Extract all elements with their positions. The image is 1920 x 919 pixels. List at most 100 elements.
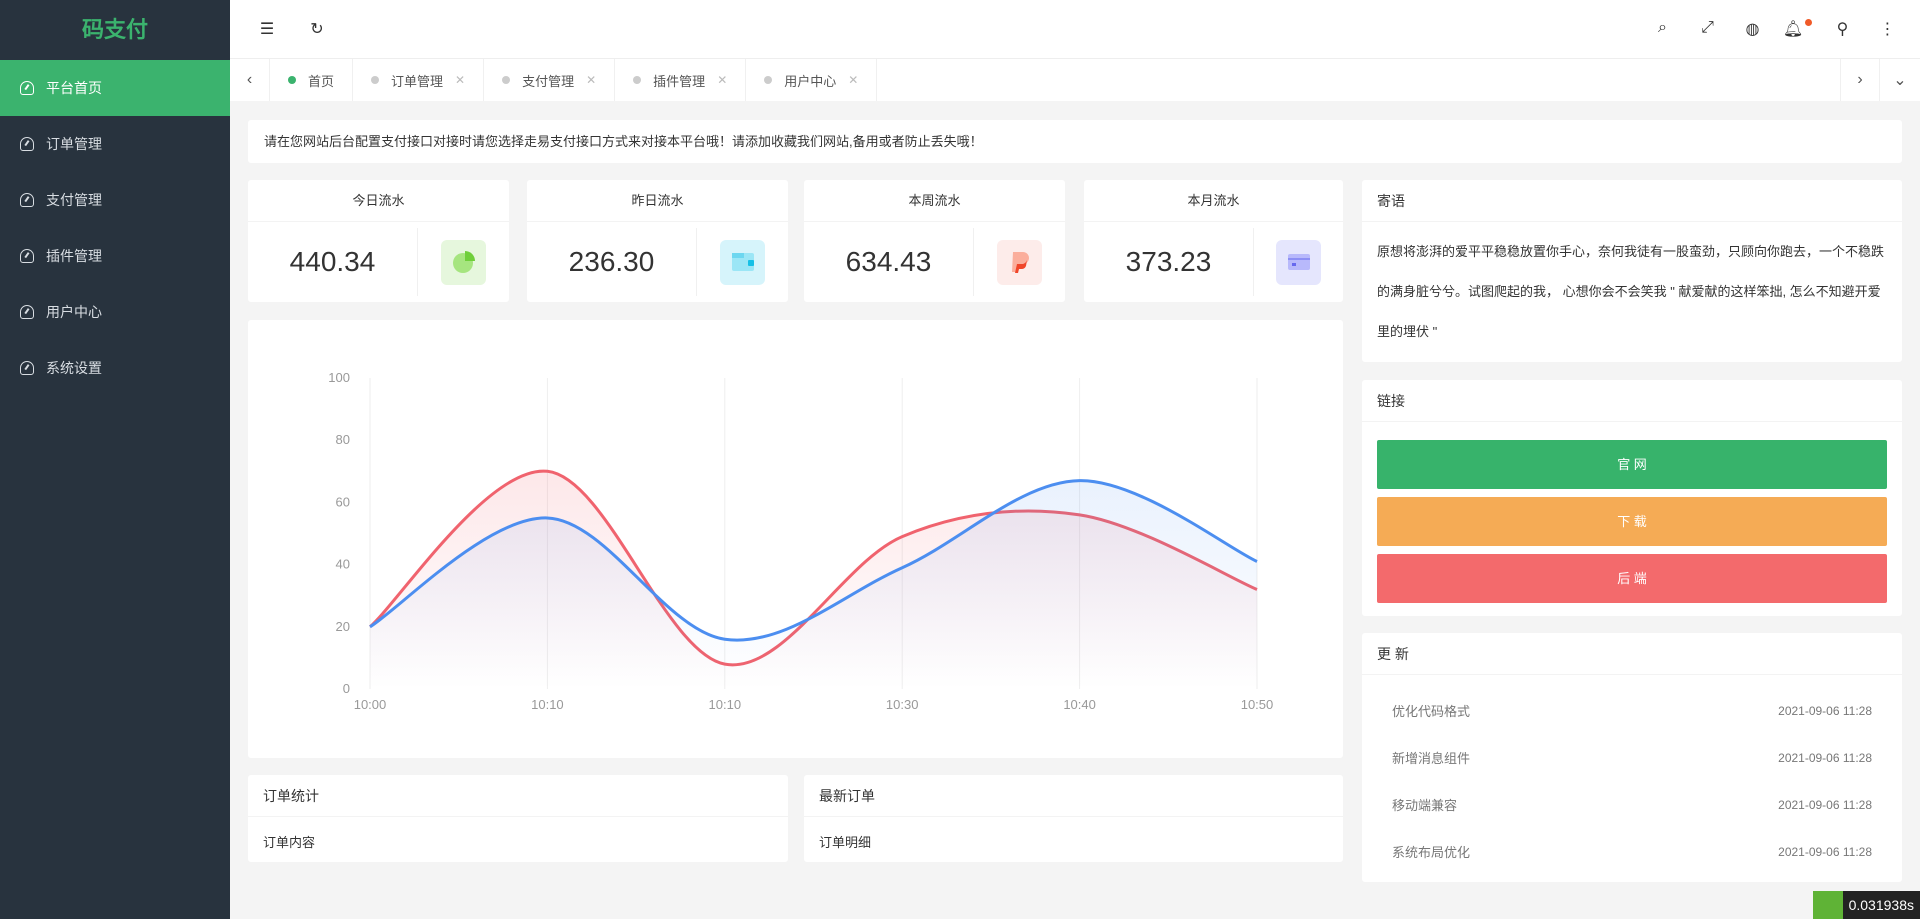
logo: 码支付 xyxy=(81,17,148,42)
sidebar-item-label: 插件管理 xyxy=(46,248,102,264)
fullscreen-icon[interactable]: ⤢ xyxy=(1701,19,1714,36)
update-time: 2021-09-06 11:28 xyxy=(1778,797,1872,812)
updates-card: 更 新 优化代码格式 2021-09-06 11:28 新增消息组件 2021-09… xyxy=(1362,633,1902,882)
sidebar-item-home[interactable]: 平台首页 xyxy=(0,60,230,116)
tab-orders[interactable]: 订单管理 ✕ xyxy=(353,59,485,101)
dashboard-icon xyxy=(20,361,34,375)
tab-dot xyxy=(371,76,380,84)
card-icon xyxy=(1276,239,1321,285)
y-tick-label: 20 xyxy=(336,619,350,634)
user-icon[interactable]: ⚲ xyxy=(1836,21,1849,38)
tab-home[interactable]: 首页 xyxy=(270,59,354,101)
bell-icon[interactable]: 🔔︎ xyxy=(1775,19,1820,39)
update-text: 系统布局优化 xyxy=(1392,845,1471,860)
stat-card-yesterday: 昨日流水 236.30 xyxy=(527,180,788,302)
y-tick-label: 100 xyxy=(328,370,350,385)
series-area xyxy=(370,480,1257,689)
official-site-button[interactable]: 官 网 xyxy=(1377,440,1887,489)
y-tick-label: 60 xyxy=(336,494,350,509)
dashboard-icon xyxy=(20,305,34,319)
tab-dot xyxy=(633,76,642,84)
stat-card-week: 本周流水 634.43 xyxy=(804,180,1065,302)
tab-dropdown[interactable]: ⌄ xyxy=(1893,72,1907,89)
sidebar-item-plugins[interactable]: 插件管理 xyxy=(0,228,230,284)
close-icon[interactable]: ✕ xyxy=(848,73,859,87)
close-icon[interactable]: ✕ xyxy=(586,73,597,87)
stat-value: 373.23 xyxy=(1084,228,1254,296)
dashboard-icon xyxy=(20,137,34,151)
tab-label: 插件管理 xyxy=(653,73,706,89)
tab-plugins[interactable]: 插件管理 ✕ xyxy=(615,59,747,101)
download-button[interactable]: 下 载 xyxy=(1377,497,1887,546)
sidebar-item-label: 用户中心 xyxy=(46,304,102,320)
sidebar-item-label: 订单管理 xyxy=(46,136,102,152)
dashboard-icon xyxy=(20,249,34,263)
paypal-icon xyxy=(997,239,1042,285)
sidebar-item-settings[interactable]: 系统设置 xyxy=(0,340,230,396)
y-tick-label: 80 xyxy=(336,432,350,447)
tab-dot xyxy=(288,76,296,84)
update-time: 2021-09-06 11:28 xyxy=(1778,750,1872,765)
update-item: 优化代码格式 2021-09-06 11:28 xyxy=(1362,687,1902,734)
stat-title: 今日流水 xyxy=(248,180,509,222)
card-title: 订单统计 xyxy=(248,775,788,817)
x-tick-label: 10:50 xyxy=(1241,697,1274,712)
refresh-icon[interactable]: ↻ xyxy=(310,21,324,38)
card-title: 更 新 xyxy=(1362,633,1902,675)
stat-card-today: 今日流水 440.34 xyxy=(248,180,509,302)
update-text: 移动端兼容 xyxy=(1392,798,1458,813)
wallet-icon xyxy=(720,239,765,285)
update-item: 新增消息组件 2021-09-06 11:28 xyxy=(1362,734,1902,781)
sidebar: 码支付 平台首页 订单管理 支付管理 插件管理 用户中心 系统设置 xyxy=(0,0,230,919)
tab-dot xyxy=(502,76,511,84)
tab-scroll-left[interactable]: ‹ xyxy=(230,59,270,101)
series-line xyxy=(369,479,1258,642)
tab-scroll-right[interactable]: › xyxy=(1840,59,1880,101)
card-title: 最新订单 xyxy=(804,775,1343,817)
sidebar-item-orders[interactable]: 订单管理 xyxy=(0,116,230,172)
tab-payment[interactable]: 支付管理 ✕ xyxy=(484,59,616,101)
tab-bar: ‹ 首页 订单管理 ✕ 支付管理 ✕ 插件管理 ✕ 用户中心 ✕ › ⌄ xyxy=(230,59,1920,101)
y-tick-label: 0 xyxy=(343,681,350,696)
stat-value: 236.30 xyxy=(527,228,697,296)
stat-title: 昨日流水 xyxy=(527,180,788,222)
notification-dot xyxy=(1805,19,1813,26)
update-item: 移动端兼容 2021-09-06 11:28 xyxy=(1362,781,1902,828)
header: ☰ ↻ ⌕ ⤢ ◍ 🔔︎ ⚲ ⋮ xyxy=(230,0,1920,59)
search-icon[interactable]: ⌕ xyxy=(1658,19,1667,36)
tab-user[interactable]: 用户中心 ✕ xyxy=(746,59,878,101)
sidebar-item-payment[interactable]: 支付管理 xyxy=(0,172,230,228)
update-time: 2021-09-06 11:28 xyxy=(1778,844,1872,859)
update-time: 2021-09-06 11:28 xyxy=(1778,703,1872,718)
message-card: 寄语 原想将澎湃的爱平平稳稳放置你手心，奈何我徒有一股蛮劲，只顾向你跑去，一个不… xyxy=(1362,180,1902,362)
more-icon[interactable]: ⋮ xyxy=(1879,21,1896,38)
card-title: 链接 xyxy=(1362,380,1902,422)
stat-title: 本周流水 xyxy=(804,180,1065,222)
tab-label: 支付管理 xyxy=(522,73,575,89)
x-tick-label: 10:10 xyxy=(709,697,742,712)
stat-value: 440.34 xyxy=(248,228,418,296)
line-chart: 10:00 10:10 10:10 10:30 10:40 10:50 0 20 40 60 80 1… xyxy=(328,370,1274,712)
tab-dot xyxy=(764,76,773,84)
update-text: 新增消息组件 xyxy=(1392,751,1471,766)
close-icon[interactable]: ✕ xyxy=(717,73,728,87)
update-text: 优化代码格式 xyxy=(1392,704,1471,719)
x-tick-label: 10:00 xyxy=(354,697,387,712)
message-text: 原想将澎湃的爱平平稳稳放置你手心，奈何我徒有一股蛮劲，只顾向你跑去，一个不稳跌的… xyxy=(1377,244,1885,339)
notice-bar: 请在您网站后台配置支付接口对接时请您选择走易支付接口方式来对接本平台哦！请添加收… xyxy=(248,120,1902,163)
tab-label: 用户中心 xyxy=(784,73,837,89)
backend-button[interactable]: 后 端 xyxy=(1377,554,1887,603)
x-tick-label: 10:10 xyxy=(531,697,564,712)
menu-fold-icon[interactable]: ☰ xyxy=(259,21,275,38)
links-card: 链接 官 网 下 载 后 端 xyxy=(1362,380,1902,616)
sidebar-item-label: 平台首页 xyxy=(46,80,102,96)
card-title: 寄语 xyxy=(1362,180,1902,222)
x-tick-label: 10:30 xyxy=(886,697,919,712)
close-icon[interactable]: ✕ xyxy=(455,73,466,87)
update-item: 系统布局优化 2021-09-06 11:28 xyxy=(1362,828,1902,875)
sidebar-item-user[interactable]: 用户中心 xyxy=(0,284,230,340)
order-stats-card: 订单统计 订单内容 xyxy=(248,775,788,862)
dashboard-icon xyxy=(20,193,34,207)
globe-icon[interactable]: ◍ xyxy=(1745,21,1760,38)
stat-card-month: 本月流水 373.23 xyxy=(1084,180,1343,302)
